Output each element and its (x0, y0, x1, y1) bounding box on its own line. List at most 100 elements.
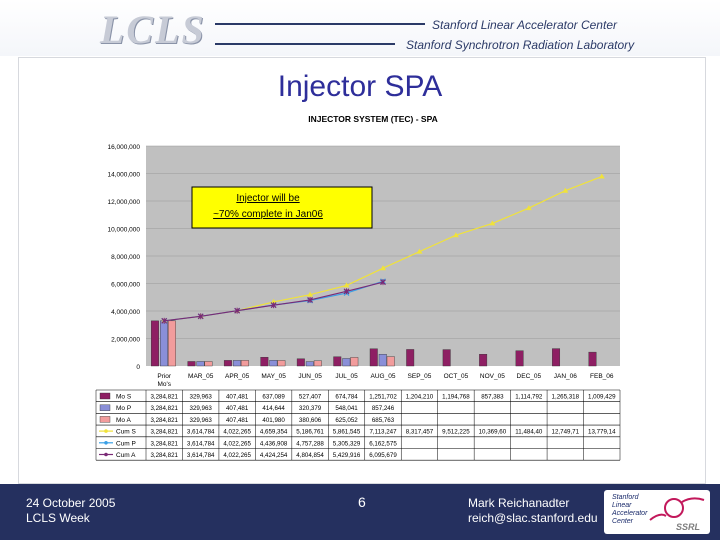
table-cell: 5,429,916 (333, 452, 361, 459)
table-cell: 857,383 (481, 394, 504, 401)
lcls-logo: LCLS (100, 7, 206, 52)
x-tick-label: OCT_05 (444, 373, 469, 380)
x-tick-label: MAY_05 (261, 373, 286, 380)
table-cell: 1,114,792 (515, 394, 543, 401)
table-cell: 9,512,225 (442, 429, 470, 436)
table-cell: 527,407 (299, 394, 322, 401)
org-name-slac: Stanford Linear Accelerator Center (432, 18, 617, 32)
table-cell: 13,779,14 (588, 429, 616, 436)
annotation-text: Injector will be (236, 193, 300, 204)
bar-mo-p (196, 361, 205, 367)
table-cell: 3,614,784 (187, 429, 215, 436)
ssrl-ring-icon (649, 497, 705, 521)
slac-badge-text: Stanford Linear Accelerator Center (612, 494, 648, 525)
table-cell: 4,022,265 (223, 452, 251, 459)
footer-right: Mark Reichanadter reich@slac.stanford.ed… (468, 496, 598, 526)
table-cell: 401,980 (262, 417, 285, 424)
table-cell: 380,606 (299, 417, 322, 424)
y-tick-label: 8,000,000 (111, 254, 140, 261)
bar-mo-s (406, 349, 415, 367)
table-cell: 4,757,288 (296, 440, 324, 447)
bar-mo-p (378, 354, 387, 367)
table-cell: 8,317,457 (406, 429, 434, 436)
bar-mo-a (168, 320, 176, 367)
bar-mo-a (350, 357, 359, 367)
header-rule (215, 23, 425, 25)
legend-label: Cum A (116, 452, 136, 459)
bar-mo-s (479, 354, 488, 367)
ssrl-text: SSRL (676, 522, 701, 532)
table-cell: 4,424,254 (260, 452, 288, 459)
table-cell: 6,095,679 (369, 452, 397, 459)
legend-swatch (99, 404, 111, 411)
table-cell: 1,251,702 (369, 394, 397, 401)
legend-swatch (104, 452, 108, 457)
point-cum-s (452, 232, 459, 238)
x-tick-label: NOV_05 (480, 373, 505, 380)
legend-swatch (104, 429, 108, 433)
bar-mo-s (296, 358, 305, 367)
footer-left: 24 October 2005 LCLS Week (26, 496, 115, 526)
table-cell: 3,614,784 (187, 440, 215, 447)
bar-mo-a (277, 360, 286, 367)
table-cell: 3,284,821 (150, 440, 178, 447)
bar-mo-a (386, 356, 395, 367)
chart-title: INJECTOR SYSTEM (TEC) - SPA (308, 114, 438, 124)
table-cell: 6,162,575 (369, 440, 397, 447)
y-tick-label: 16,000,000 (107, 144, 140, 151)
legend-label: Cum S (116, 429, 137, 436)
table-cell: 11,484,40 (515, 429, 543, 436)
y-tick-label: 14,000,000 (107, 172, 140, 179)
table-cell: 329,963 (190, 394, 213, 401)
table-cell: 407,481 (226, 417, 249, 424)
table-cell: 4,022,265 (223, 429, 251, 436)
x-tick-label: APR_05 (225, 373, 250, 380)
bar-mo-a (313, 360, 322, 367)
bar-mo-p (232, 360, 241, 367)
bar-mo-s (588, 351, 597, 367)
point-cum-s (489, 220, 496, 226)
table-cell: 3,284,821 (150, 394, 178, 401)
y-tick-label: 4,000,000 (111, 309, 140, 316)
y-tick-label: 6,000,000 (111, 282, 140, 289)
table-cell: 4,804,854 (296, 452, 324, 459)
annotation-box (191, 186, 373, 229)
footer-event: LCLS Week (26, 511, 90, 525)
table-cell: 1,204,210 (406, 394, 434, 401)
table-cell: 857,246 (372, 405, 395, 412)
bar-mo-s (369, 348, 378, 367)
table-cell: 407,481 (226, 394, 249, 401)
table-cell: 4,436,908 (260, 440, 288, 447)
table-cell: 5,861,545 (333, 429, 361, 436)
table-cell: 1,009,429 (588, 394, 616, 401)
table-cell: 685,763 (372, 417, 395, 424)
x-tick-label: AUG_05 (371, 373, 396, 380)
bar-mo-p (160, 320, 168, 367)
y-tick-label: 0 (136, 364, 140, 371)
bar-mo-s (515, 350, 524, 367)
bar-mo-s (223, 360, 232, 367)
table-cell: 320,379 (299, 405, 322, 412)
x-tick-label: SEP_05 (408, 373, 432, 380)
y-tick-label: 10,000,000 (107, 227, 140, 234)
table-cell: 407,481 (226, 405, 249, 412)
legend-label: Mo P (116, 405, 131, 412)
legend-swatch (104, 441, 108, 445)
point-cum-s (525, 205, 532, 211)
bar-mo-s (442, 349, 451, 367)
table-cell: 329,963 (190, 405, 213, 412)
x-tick-label: JUN_05 (298, 373, 322, 380)
point-cum-s (380, 265, 386, 271)
slide-title: Injector SPA (277, 70, 443, 103)
table-cell: 4,022,265 (223, 440, 251, 447)
bar-mo-p (305, 361, 314, 367)
legend-swatch (99, 392, 111, 400)
slide-header: LCLS Stanford Linear Accelerator Center … (0, 0, 720, 56)
annotation-text: ~70% complete in Jan06 (213, 209, 323, 220)
slide-footer: 24 October 2005 LCLS Week 6 Mark Reichan… (0, 484, 720, 540)
bar-mo-s (151, 320, 159, 367)
point-cum-s (562, 187, 569, 193)
bar-mo-s (552, 348, 561, 367)
table-cell: 3,284,821 (150, 405, 178, 412)
slac-ssrl-badge: Stanford Linear Accelerator Center SSRL (604, 490, 710, 534)
